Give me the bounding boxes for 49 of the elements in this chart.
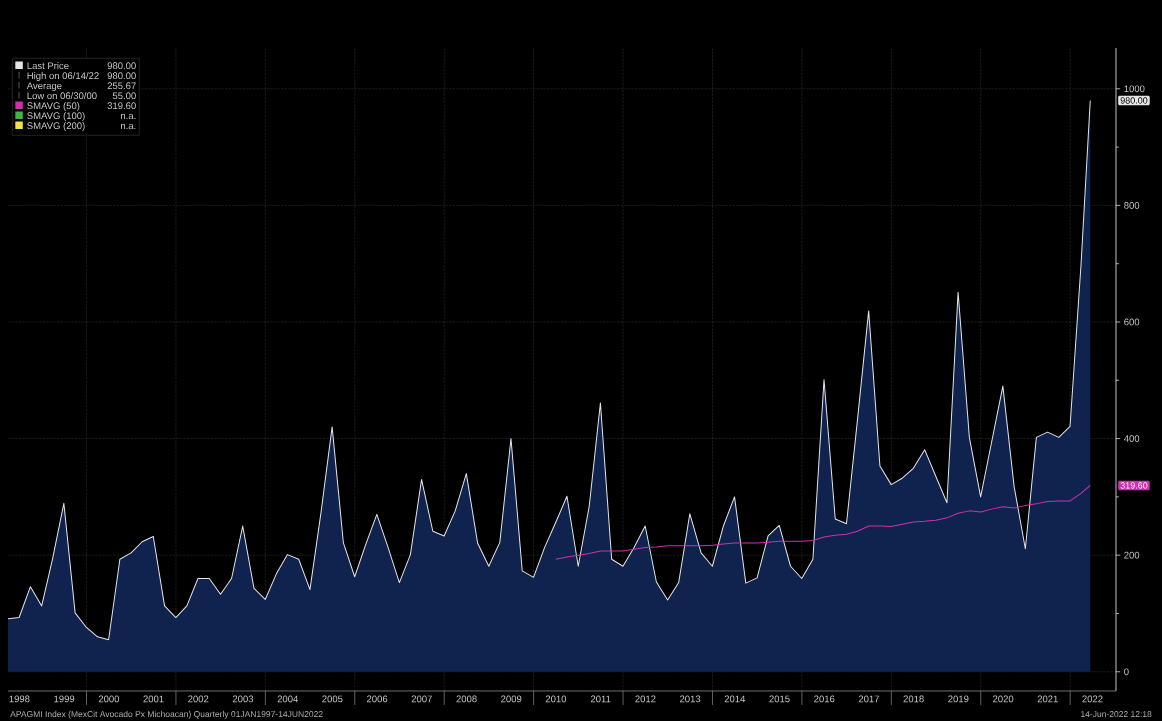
annotation: 255.67	[107, 82, 136, 90]
x-tick-label: 2022	[1082, 695, 1103, 703]
x-tick-label: 2017	[858, 695, 879, 703]
x-tick-label: 2004	[277, 695, 299, 703]
x-tick-label: 2010	[545, 695, 567, 703]
x-tick-label: 2021	[1037, 695, 1058, 703]
x-tick-label: 2009	[501, 695, 522, 703]
x-tick-label: 2011	[590, 695, 611, 703]
x-tick-label: 2019	[948, 695, 969, 703]
annotation: Average	[26, 82, 62, 91]
x-tick-label: 2006	[366, 695, 388, 703]
annotation: 319.60	[107, 102, 136, 110]
text: APAGMI Index (MexCit Avocado Px Michoacan) Quarterly 01JAN1997-14JUN2022	[10, 710, 323, 719]
x-tick-label: 2000	[98, 695, 120, 703]
x-tick-label: 1999	[54, 695, 75, 703]
x-tick-label: 2001	[143, 695, 164, 703]
annotation: 980.00	[107, 72, 136, 80]
text: 980.00	[1120, 97, 1148, 104]
text: 319.60	[1120, 482, 1148, 489]
x-tick-label: 2020	[993, 695, 1014, 703]
y-tick-label: 800	[1124, 202, 1140, 209]
annotation: n.a.	[121, 123, 136, 130]
legend-label: SMAVG (100)	[27, 112, 85, 121]
y-tick-label: 0	[1124, 668, 1129, 676]
x-tick-label: 2002	[188, 695, 209, 703]
annotation: 55.00	[112, 92, 136, 100]
x-tick-label: 2007	[411, 695, 432, 703]
y-tick-label: 1000	[1124, 85, 1145, 93]
legend-label: SMAVG (50)	[27, 102, 80, 111]
x-tick-label: 2005	[322, 695, 343, 703]
y-tick-label: 400	[1123, 435, 1140, 442]
x-tick-label: 2014	[724, 695, 746, 703]
annotation: High on 06/14/22	[27, 72, 99, 81]
text: 14-Jun-2022 12:18	[1081, 711, 1152, 718]
annotation: 980.00	[107, 62, 136, 70]
y-tick-label: 600	[1124, 318, 1140, 326]
x-tick-label: 2003	[232, 695, 254, 703]
legend-label: Last Price	[27, 62, 69, 70]
x-tick-label: 2013	[679, 695, 701, 703]
legend-label: SMAVG (200)	[27, 122, 85, 131]
x-tick-label: 2008	[456, 695, 477, 703]
annotation: n.a.	[121, 113, 136, 120]
x-tick-label: 2018	[903, 695, 924, 703]
x-tick-label: 2012	[635, 695, 656, 703]
x-tick-label: 2015	[769, 695, 790, 703]
x-tick-label: 1998	[9, 695, 30, 703]
annotation: Low on 06/30/00	[27, 92, 97, 100]
x-tick-label: 2016	[814, 695, 835, 703]
y-tick-label: 200	[1124, 551, 1140, 559]
